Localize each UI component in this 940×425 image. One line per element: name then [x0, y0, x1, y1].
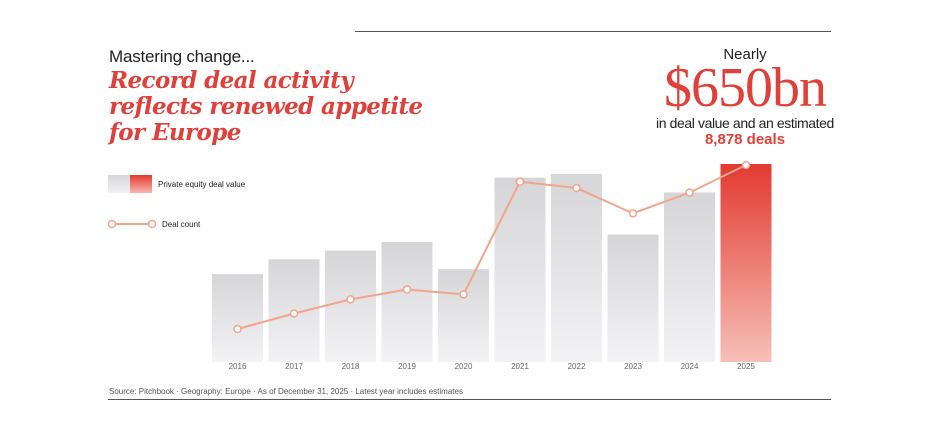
- deal-count-point-2025: [741, 160, 751, 170]
- legend: Private equity deal value Deal count: [108, 174, 245, 254]
- bar-2020: [438, 269, 489, 362]
- x-tick-label: 2025: [737, 362, 755, 371]
- deal-count-point-2023: [628, 209, 638, 218]
- kicker-text: Mastering change...: [109, 47, 255, 66]
- source-note: Source: Pitchbook · Geography: Europe · …: [109, 387, 463, 396]
- bar-2024: [664, 192, 715, 362]
- callout-deals: 8,878 deals: [704, 131, 786, 148]
- bar-2025: [720, 164, 772, 362]
- bottom-rule: [108, 399, 831, 400]
- bar-2016: [212, 274, 263, 362]
- legend-label-bars: Private equity deal value: [158, 179, 246, 189]
- legend-item-line: Deal count: [108, 214, 245, 234]
- x-tick-label: 2021: [511, 362, 529, 371]
- legend-line-swatch: [108, 219, 156, 229]
- deal-count-point-2022: [572, 183, 581, 193]
- x-tick-label: 2024: [681, 362, 699, 371]
- callout-post: in deal value and an estimated: [656, 115, 834, 131]
- x-tick-label: 2019: [398, 362, 416, 371]
- top-rule: [355, 31, 831, 32]
- x-tick-label: 2023: [624, 362, 642, 371]
- x-tick-label: 2017: [285, 362, 303, 371]
- headline: Record deal activity reflects renewed ap…: [109, 67, 423, 146]
- bar-2022: [551, 173, 602, 362]
- bar-2023: [607, 234, 659, 362]
- deal-count-point-2021: [515, 177, 525, 186]
- deal-count-point-2024: [685, 188, 694, 197]
- legend-swatch-grey: [108, 175, 130, 193]
- deal-count-point-2017: [289, 309, 299, 318]
- legend-label-line: Deal count: [162, 219, 201, 229]
- deal-count-point-2019: [402, 285, 412, 294]
- bar-2021: [494, 177, 546, 362]
- x-tick-label: 2020: [455, 362, 473, 371]
- deal-count-point-2018: [346, 295, 355, 304]
- key-stat-callout: Nearly $650bn in deal value and an estim…: [640, 46, 850, 148]
- x-tick-label: 2016: [229, 362, 247, 371]
- deal-count-point-2016: [233, 324, 242, 334]
- callout-value: $650bn: [664, 57, 827, 119]
- x-tick-label: 2022: [568, 362, 586, 371]
- x-tick-label: 2018: [342, 362, 360, 371]
- bar-2018: [325, 250, 376, 362]
- callout-pre: Nearly: [723, 46, 767, 63]
- deal-count-line: [237, 164, 747, 330]
- legend-swatch-red: [130, 175, 152, 193]
- legend-item-bars: Private equity deal value: [108, 174, 245, 194]
- bar-2019: [381, 241, 433, 362]
- deal-count-point-2020: [459, 290, 468, 299]
